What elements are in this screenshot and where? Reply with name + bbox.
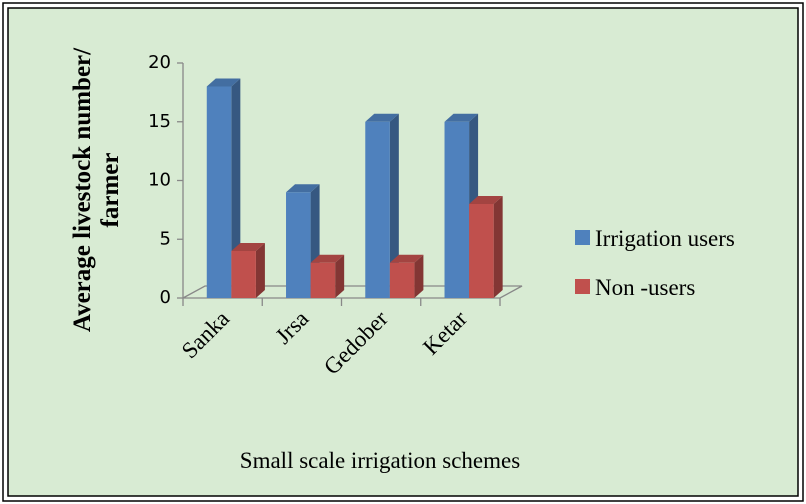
- bar-side: [335, 254, 345, 298]
- bar-top: [444, 113, 479, 122]
- y-tick-label: 20: [148, 52, 171, 73]
- y-axis-label: Average livestock number/: [69, 47, 96, 332]
- bar-side: [493, 196, 503, 298]
- y-axis-label: farmer: [97, 153, 124, 228]
- bar-top: [365, 113, 399, 122]
- y-tick-label: 5: [160, 228, 171, 249]
- bar-top: [286, 184, 320, 193]
- bar: [365, 121, 390, 298]
- x-axis-label: Small scale irrigation schemes: [240, 448, 520, 473]
- bar: [469, 204, 494, 298]
- bar-top: [389, 254, 424, 263]
- bar: [231, 251, 256, 298]
- bar-top: [469, 196, 503, 204]
- bar-side: [231, 78, 241, 298]
- bar: [310, 262, 336, 298]
- bar: [389, 262, 415, 298]
- y-tick-label: 0: [160, 287, 171, 308]
- bar: [206, 86, 232, 298]
- bar-top: [231, 243, 265, 251]
- legend-label: Non -users: [595, 275, 695, 300]
- y-tick-label: 10: [148, 170, 171, 191]
- legend-swatch: [575, 279, 590, 294]
- chart-area: [7, 7, 799, 497]
- legend-swatch: [575, 230, 590, 245]
- y-tick-label: 15: [148, 111, 171, 132]
- bar-side: [389, 113, 399, 298]
- bar: [444, 121, 470, 298]
- bar-side: [255, 243, 265, 298]
- bar: [286, 192, 311, 298]
- bar-side: [414, 254, 424, 298]
- bar-top: [206, 78, 241, 87]
- bar-top: [310, 254, 345, 263]
- legend-label: Irrigation users: [595, 226, 735, 251]
